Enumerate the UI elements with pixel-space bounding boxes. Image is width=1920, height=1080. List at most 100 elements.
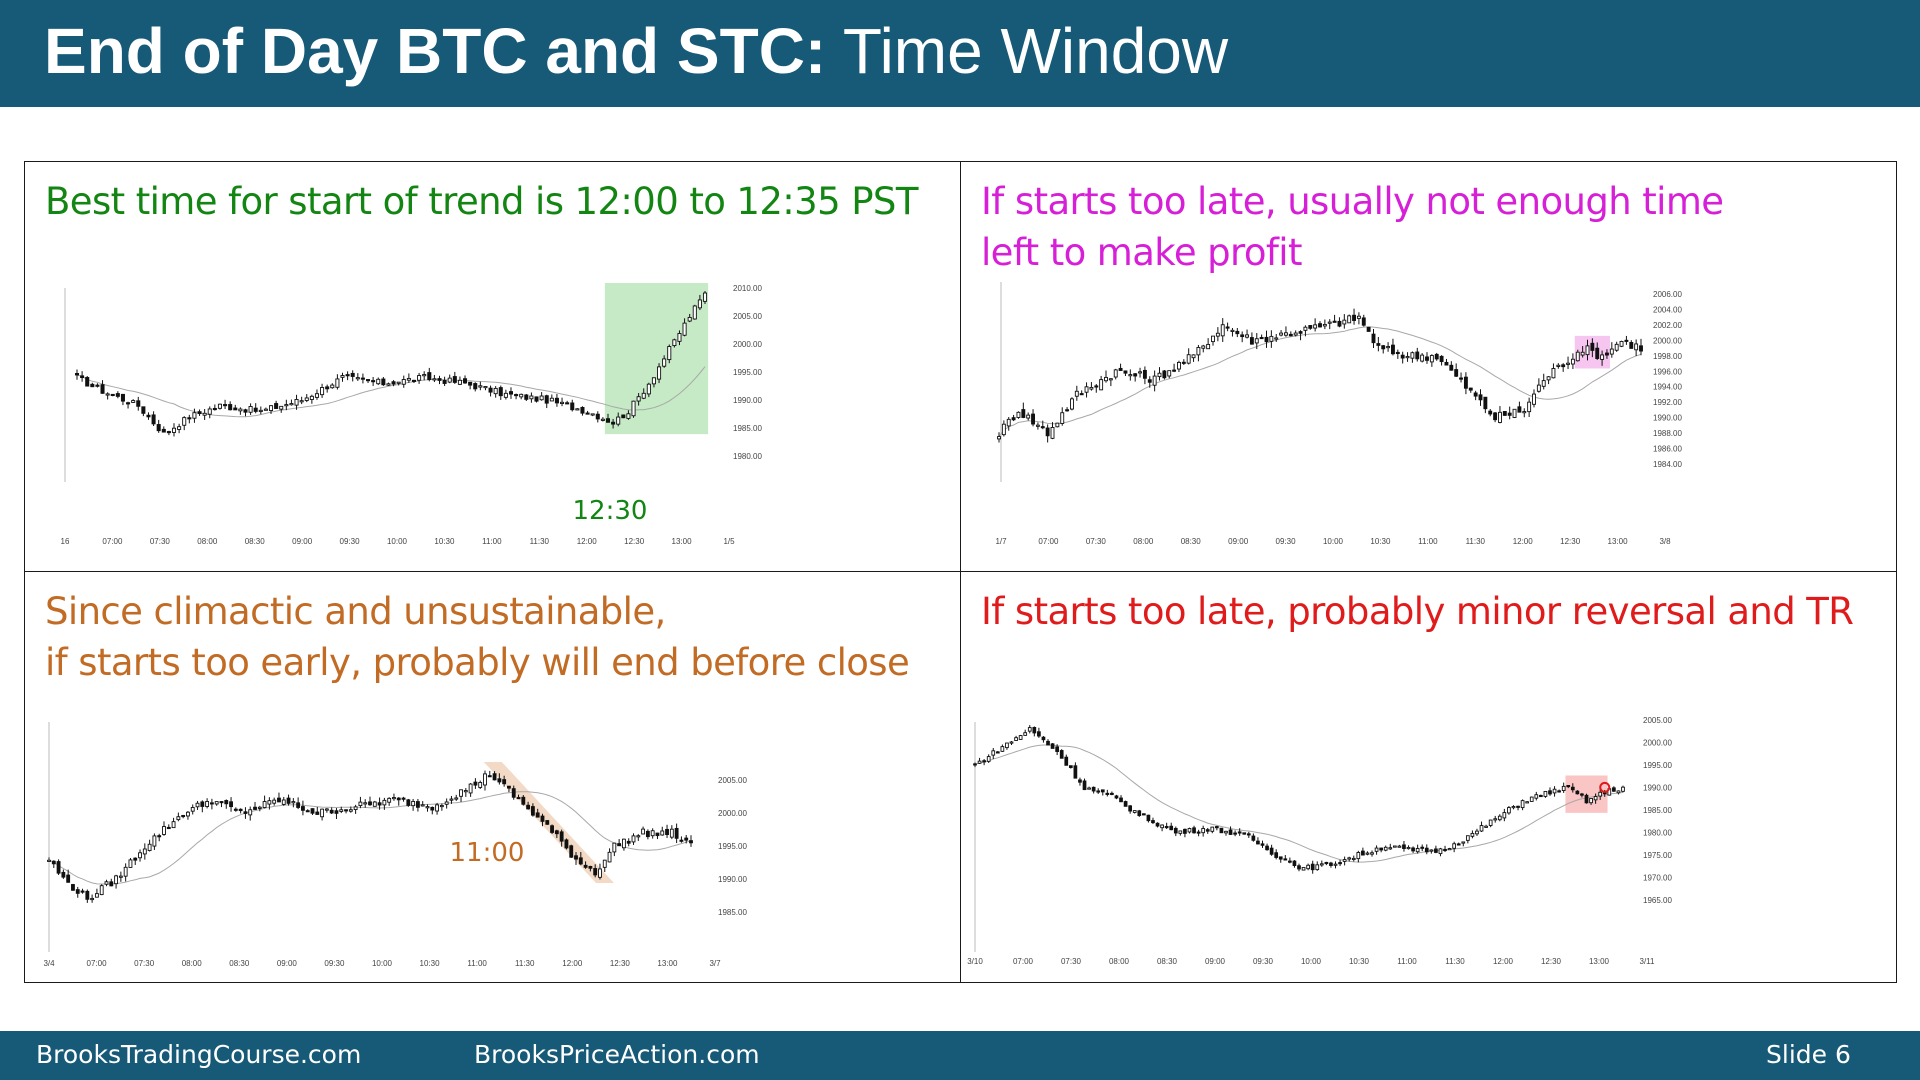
x-tick-label: 07:30 — [1086, 537, 1107, 546]
candle — [1624, 335, 1629, 345]
candle — [1089, 382, 1094, 391]
candle — [1183, 828, 1187, 838]
candle — [248, 403, 253, 415]
candle — [1041, 736, 1046, 743]
moving-average-line — [974, 744, 1624, 863]
x-tick-label: 07:00 — [1038, 537, 1059, 546]
candle — [110, 393, 115, 397]
candle — [391, 380, 396, 387]
x-tick-label: 16 — [61, 537, 70, 546]
y-tick-label: 2000.00 — [1643, 739, 1672, 748]
candle — [1211, 335, 1215, 346]
candle — [1434, 352, 1439, 361]
candle — [324, 807, 329, 813]
x-tick-label: 11:30 — [1466, 537, 1486, 546]
candle — [1483, 396, 1488, 414]
y-tick-label: 1985.00 — [733, 424, 762, 433]
candle — [1516, 805, 1520, 811]
candle — [229, 797, 233, 812]
candle — [1050, 743, 1055, 749]
x-tick-label: 1/7 — [995, 537, 1007, 546]
candle — [1337, 317, 1342, 328]
candle — [1429, 354, 1434, 367]
candle — [1169, 822, 1174, 831]
x-tick-label: 11:00 — [1418, 537, 1438, 546]
candle — [631, 833, 636, 845]
candle — [109, 878, 114, 887]
candle — [1237, 828, 1242, 836]
candle — [1045, 424, 1050, 443]
candle — [377, 797, 382, 810]
candle — [1035, 422, 1040, 430]
candle — [1230, 327, 1235, 337]
y-tick-label: 1986.00 — [1653, 445, 1682, 454]
y-tick-label: 2010.00 — [733, 284, 762, 293]
candle — [1619, 340, 1624, 348]
candle — [1541, 373, 1546, 390]
y-tick-label: 1990.00 — [1653, 414, 1682, 423]
candle — [1484, 824, 1488, 828]
candle — [1580, 792, 1584, 798]
candle — [1283, 855, 1288, 861]
x-tick-label: 3/8 — [1659, 537, 1671, 546]
candle — [353, 804, 358, 814]
candle — [1520, 799, 1525, 811]
candle — [1251, 833, 1256, 842]
candle — [366, 379, 371, 384]
candle — [396, 797, 401, 806]
x-tick-label: 10:00 — [387, 537, 408, 546]
candle — [684, 834, 689, 844]
x-tick-label: 10:30 — [434, 537, 455, 546]
candle — [1118, 363, 1123, 371]
candle — [1178, 830, 1183, 836]
candle — [1274, 849, 1279, 860]
candle — [1301, 866, 1306, 871]
candle — [1265, 843, 1269, 851]
y-tick-label: 1992.00 — [1653, 398, 1682, 407]
candle — [320, 808, 325, 821]
candle — [1370, 850, 1374, 857]
candle — [1142, 366, 1147, 385]
candle — [1224, 830, 1228, 836]
candle — [631, 400, 636, 418]
candle — [344, 809, 348, 814]
candle — [207, 406, 212, 419]
candle — [425, 804, 430, 812]
candle — [1452, 841, 1457, 853]
candle — [1449, 361, 1454, 371]
candle — [1410, 351, 1415, 363]
footer-website-center[interactable]: BrooksPriceAction.com — [474, 1040, 760, 1069]
candle — [1546, 376, 1551, 385]
caption-line: If starts too late, usually not enough t… — [981, 180, 1724, 223]
candle — [1157, 367, 1162, 381]
candle — [1068, 765, 1073, 769]
candle — [61, 869, 66, 879]
candle — [348, 806, 353, 813]
candle — [66, 869, 71, 883]
candle — [1091, 786, 1096, 794]
candle — [90, 894, 95, 903]
candle — [1438, 847, 1443, 857]
candle — [1151, 817, 1155, 825]
candle — [325, 384, 330, 393]
candle — [1488, 409, 1493, 417]
candle — [85, 889, 90, 903]
candle — [1225, 322, 1230, 332]
candle — [1082, 778, 1087, 791]
candle — [286, 794, 291, 806]
candle — [1575, 349, 1580, 362]
candle — [156, 419, 161, 433]
candle — [309, 394, 314, 404]
candle — [257, 805, 262, 812]
candle — [243, 807, 248, 819]
candle — [564, 838, 569, 850]
candle — [641, 826, 646, 835]
candle — [1561, 782, 1566, 793]
candlestick-chart: 2006.00 2004.00 2002.00 2000.00 1998.00 1996.… — [995, 282, 1682, 546]
candlestick-chart: 2010.00 2005.00 2000.00 1995.00 1990.00 1985.… — [61, 283, 762, 546]
candle — [689, 835, 693, 847]
chart-panel-top-left: Best time for start of trend is 12:00 to… — [24, 161, 962, 573]
candle — [114, 874, 118, 889]
footer-website-left[interactable]: BrooksTradingCourse.com — [36, 1040, 362, 1069]
candle — [660, 826, 665, 836]
